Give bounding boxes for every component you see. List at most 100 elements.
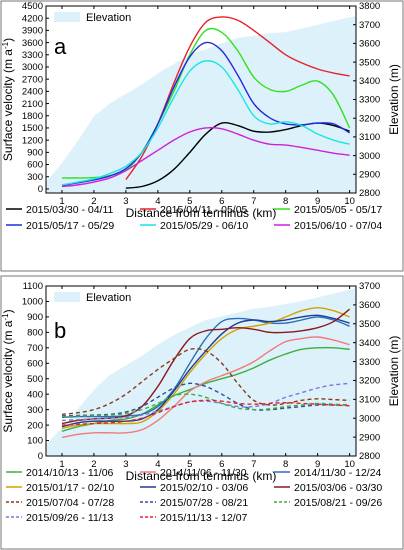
y-tick-label: 2100 <box>22 99 43 110</box>
panel-b: 1 2 3 4 5 6 7 8 9 1001002003004005006007008009001… <box>1 281 401 524</box>
x-tick-label: 3 <box>123 459 128 470</box>
y-tick-label: 3000 <box>22 62 43 73</box>
legend-label-4: 2015/01/17 - 02/10 <box>26 482 114 494</box>
y-tick-label: 1100 <box>23 281 43 292</box>
y-tick-label: 600 <box>27 160 43 171</box>
panel-label: b <box>54 318 66 343</box>
series-line-6 <box>61 308 351 425</box>
x-tick-label: 10 <box>344 459 355 470</box>
x-tick-label: 7 <box>251 196 256 207</box>
y-tick-label: 200 <box>27 420 43 431</box>
y-right-tick-label: 3400 <box>359 338 380 349</box>
y-tick-label: 4200 <box>22 13 43 24</box>
y-tick-label: 0 <box>38 451 43 462</box>
series-line-5 <box>61 60 350 186</box>
y-right-axis-label: Elevation (m) <box>387 64 401 135</box>
y-tick-label: 900 <box>27 148 43 159</box>
y-tick-label: 800 <box>27 328 43 339</box>
y-tick-label: 3900 <box>22 26 43 37</box>
y-right-tick-label: 3500 <box>359 319 380 330</box>
y-right-tick-label: 3100 <box>359 395 380 406</box>
y-right-tick-label: 3300 <box>359 357 380 368</box>
elevation-legend-swatch <box>54 12 80 22</box>
legend-label-11: 2015/11/13 - 12/07 <box>160 512 248 524</box>
y-axis-label-main: Surface velocity (m a <box>1 320 15 432</box>
y-right-axis-label: Elevation (m) <box>387 336 401 407</box>
legend-label-1: 2015/03/30 - 04/11 <box>26 204 114 216</box>
x-tick-label: 4 <box>155 196 160 207</box>
y-right-tick-label: 2800 <box>359 188 380 199</box>
y-right-tick-label: 3500 <box>359 57 380 68</box>
y-tick-label: 100 <box>27 436 43 447</box>
legend-label-10: 2015/09/26 - 11/13 <box>26 512 114 524</box>
y-right-tick-label: 3000 <box>359 151 380 162</box>
x-tick-label: 8 <box>283 459 288 470</box>
series-line-4 <box>61 41 350 186</box>
y-tick-label: 2400 <box>22 87 43 98</box>
legend-label-3: 2014/11/30 - 12/24 <box>294 467 382 479</box>
x-tick-label: 9 <box>315 196 320 207</box>
x-tick-label: 1 <box>59 459 64 470</box>
series-legend: 2015/03/30 - 04/11 2015/04/11 - 05/05 2015… <box>6 204 382 232</box>
x-axis-label: Distance from terminus (km) <box>126 469 277 483</box>
legend-label-8: 2015/07/28 - 08/21 <box>160 497 248 509</box>
legend-label-3: 2015/05/05 - 05/17 <box>294 204 382 216</box>
y-axis-label: Surface velocity (m a-1) <box>1 309 15 432</box>
y-right-tick-label: 3600 <box>359 300 380 311</box>
y-axis-label-sup: -1 <box>1 313 10 321</box>
y-tick-label: 1800 <box>22 111 43 122</box>
y-right-tick-label: 3700 <box>359 281 380 292</box>
legend-label-4: 2015/05/17 - 05/29 <box>26 220 114 232</box>
y-right-tick-label: 3200 <box>359 113 380 124</box>
x-tick-label: 2 <box>91 459 96 470</box>
x-tick-label: 1 <box>59 196 64 207</box>
legend-label-2: 2015/04/11 - 05/05 <box>160 204 248 216</box>
y-axis-label-end: ) <box>1 309 15 313</box>
x-tick-label: 3 <box>123 196 128 207</box>
x-tick-label: 5 <box>187 459 192 470</box>
legend-label-6: 2015/03/06 - 03/30 <box>294 482 382 494</box>
x-tick-label: 8 <box>283 196 288 207</box>
y-right-tick-label: 2800 <box>359 451 380 462</box>
legend-label-6: 2015/06/10 - 07/04 <box>294 220 382 232</box>
series-line-4 <box>61 306 350 429</box>
y-right-tick-label: 3400 <box>359 76 380 87</box>
legend-label-1: 2014/10/13 - 11/06 <box>26 467 114 479</box>
y-tick-label: 1200 <box>22 135 43 146</box>
y-right-tick-label: 3200 <box>359 376 380 387</box>
x-tick-label: 7 <box>251 459 256 470</box>
series-line-7 <box>61 347 350 415</box>
y-tick-label: 1500 <box>22 123 43 134</box>
y-right-tick-label: 3800 <box>359 1 380 12</box>
x-tick-label: 4 <box>155 459 160 470</box>
y-axis-label-end: ) <box>1 38 15 42</box>
legend-label-5: 2015/02/10 - 03/06 <box>160 482 248 494</box>
elevation-area <box>46 16 356 193</box>
legend-label-5: 2015/05/29 - 06/10 <box>160 220 248 232</box>
series-line-2 <box>61 336 350 439</box>
y-right-tick-label: 3300 <box>359 95 380 106</box>
series-line-11 <box>61 399 350 426</box>
x-tick-label: 6 <box>219 196 224 207</box>
y-axis-label: Surface velocity (m a-1) <box>1 38 15 161</box>
elevation-legend-label: Elevation <box>86 292 131 304</box>
plot-axes-box <box>45 285 357 457</box>
x-tick-label: 9 <box>315 459 320 470</box>
series-line-1 <box>61 346 350 432</box>
y-right-tick-label: 3600 <box>359 39 380 50</box>
elevation-legend-swatch <box>54 292 80 302</box>
y-tick-label: 1000 <box>22 297 43 308</box>
y-tick-label: 3300 <box>22 50 43 61</box>
series-line-9 <box>61 393 350 418</box>
y-tick-label: 300 <box>27 172 43 183</box>
series-line-8 <box>61 382 350 417</box>
y-right-tick-label: 3700 <box>359 20 380 31</box>
x-tick-label: 10 <box>344 196 355 207</box>
x-axis-label: Distance from terminus (km) <box>126 206 277 220</box>
legend-label-2: 2014/11/06 - 11/30 <box>160 467 247 479</box>
y-axis-label-sup: -1 <box>1 41 10 49</box>
y-tick-label: 300 <box>27 405 43 416</box>
y-tick-label: 2700 <box>22 74 43 85</box>
elevation-area <box>46 287 356 456</box>
